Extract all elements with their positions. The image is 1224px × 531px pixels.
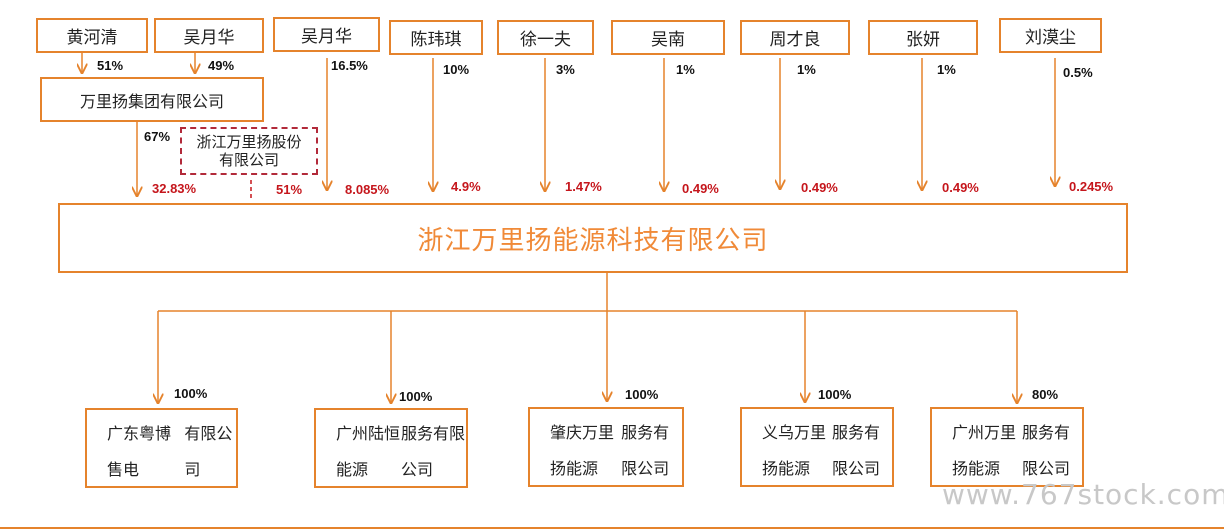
- pct-chen-indirect: 10%: [443, 62, 470, 77]
- shareholder-xu-yifu: 徐一夫: [497, 20, 594, 55]
- shareholder-chen-weiqi: 陈玮琪: [389, 20, 483, 55]
- stake-liu: 0.245%: [1069, 179, 1114, 194]
- subsidiary-1-name-line1: 广东粤博售电: [107, 424, 172, 479]
- subsidiary-4-name-line1: 义乌万里扬能源: [762, 423, 827, 478]
- pct-subsidiary-2: 100%: [399, 389, 433, 404]
- stock-company-box: 浙江万里扬股份有限公司: [180, 127, 318, 175]
- pct-xu-indirect: 3%: [556, 62, 575, 77]
- subsidiary-4-name-line2: 服务有限公司: [832, 423, 881, 478]
- stake-wunan: 0.49%: [682, 181, 719, 196]
- pct-zhou-indirect: 1%: [797, 62, 816, 77]
- stake-wu-yuehua: 8.085%: [345, 182, 390, 197]
- shareholder-liu-mochen: 刘漠尘: [999, 18, 1102, 53]
- pct-liu-indirect: 0.5%: [1063, 65, 1093, 80]
- shareholder-zhang-yan: 张妍: [868, 20, 978, 55]
- stake-zhang: 0.49%: [942, 180, 979, 195]
- subsidiary-box-1: 广东粤博售电 有限公司: [85, 408, 238, 488]
- subsidiary-1-name-line2: 有限公司: [184, 424, 233, 479]
- subsidiary-box-4: 义乌万里扬能源 服务有限公司: [740, 407, 894, 487]
- pct-wu-yuehua-indirect: 16.5%: [331, 58, 368, 73]
- shareholder-zhou-cailiang: 周才良: [740, 20, 850, 55]
- stake-stock-company: 51%: [276, 182, 303, 197]
- shareholder-wu-yuehua: 吴月华: [273, 17, 380, 52]
- pct-huang-to-group: 51%: [97, 58, 124, 73]
- subsidiary-box-5: 广州万里扬能源 服务有限公司: [930, 407, 1084, 487]
- shareholder-huang-heqing: 黄河清: [36, 18, 148, 53]
- stake-chen: 4.9%: [451, 179, 481, 194]
- subsidiary-2-name-line2: 服务有限公司: [401, 424, 466, 479]
- pct-subsidiary-5: 80%: [1032, 387, 1059, 402]
- stake-group: 32.83%: [152, 181, 197, 196]
- main-company-box: 浙江万里扬能源科技有限公司: [58, 203, 1128, 273]
- pct-group-to-stock: 67%: [144, 129, 171, 144]
- subsidiary-3-name-line2: 服务有限公司: [621, 423, 670, 478]
- subsidiary-2-name-line1: 广州陆恒能源: [336, 424, 401, 479]
- subsidiary-box-3: 肇庆万里扬能源 服务有限公司: [528, 407, 684, 487]
- subsidiary-box-2: 广州陆恒能源 服务有限公司: [314, 408, 468, 488]
- pct-wunan-indirect: 1%: [676, 62, 695, 77]
- stake-zhou: 0.49%: [801, 180, 838, 195]
- pct-zhang-indirect: 1%: [937, 62, 956, 77]
- shareholder-wu-yuehua-group: 吴月华: [154, 18, 264, 53]
- subsidiary-5-name-line1: 广州万里扬能源: [952, 423, 1017, 478]
- pct-subsidiary-1: 100%: [174, 386, 208, 401]
- shareholder-wu-nan: 吴南: [611, 20, 725, 55]
- group-company-box: 万里扬集团有限公司: [40, 77, 264, 122]
- subsidiary-3-name-line1: 肇庆万里扬能源: [550, 423, 615, 478]
- pct-subsidiary-4: 100%: [818, 387, 852, 402]
- pct-wu-to-group: 49%: [208, 58, 235, 73]
- stake-xu: 1.47%: [565, 179, 602, 194]
- pct-subsidiary-3: 100%: [625, 387, 659, 402]
- watermark: www.767stock.com: [942, 478, 1224, 511]
- bottom-divider: [0, 527, 1224, 529]
- subsidiary-5-name-line2: 服务有限公司: [1022, 423, 1071, 478]
